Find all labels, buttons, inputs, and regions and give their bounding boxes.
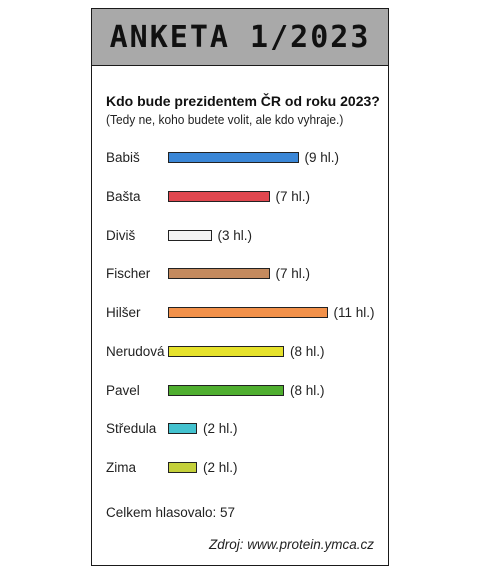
bar [168, 268, 270, 280]
poll-card: Anketa 1/2023 Kdo bude prezidentem ČR od… [91, 8, 389, 566]
total-votes: Celkem hlasovalo: 57 [106, 505, 236, 520]
bar-value-label: (8 hl.) [290, 343, 325, 359]
poll-subquestion: (Tedy ne, koho budete volit, ale kdo vyh… [106, 112, 344, 127]
bar-row: Fischer (7 hl.) [106, 265, 386, 285]
bar-category-label: Nerudová [106, 343, 165, 359]
bar [168, 423, 197, 435]
bar [168, 307, 328, 318]
bar-category-label: Bašta [106, 188, 141, 204]
poll-header: Anketa 1/2023 [92, 9, 388, 66]
bar-value-label: (2 hl.) [203, 460, 238, 475]
bar-row: Diviš (3 hl.) [106, 227, 386, 247]
bar [168, 152, 299, 163]
bar-row: Bašta (7 hl.) [106, 188, 386, 208]
bar [168, 190, 270, 202]
bar-category-label: Pavel [106, 382, 140, 398]
bar-category-label: Diviš [106, 227, 136, 243]
bar-row: Pavel (8 hl.) [106, 382, 386, 402]
bar-row: Nerudová (8 hl.) [106, 343, 386, 363]
bar-row: Hilšer (11 hl.) [106, 304, 386, 324]
bar [168, 384, 284, 396]
bar-value-label: (3 hl.) [217, 227, 253, 243]
bar-value-label: (11 hl.) [333, 305, 375, 320]
bar-category-label: Středula [106, 421, 157, 437]
bar-value-label: (8 hl.) [290, 382, 325, 398]
bar-value-label: (9 hl.) [304, 150, 340, 165]
bar-value-label: (2 hl.) [203, 421, 238, 437]
bar-row: Babiš (9 hl.) [106, 149, 386, 169]
source-credit: Zdroj: www.protein.ymca.cz [208, 537, 374, 552]
bar-row: Zima (2 hl.) [106, 459, 386, 479]
bar [168, 229, 212, 241]
bar-category-label: Fischer [106, 266, 151, 282]
bar [168, 462, 197, 473]
bar-value-label: (7 hl.) [275, 266, 311, 282]
poll-title: Anketa 1/2023 [109, 19, 371, 55]
bar-row: Středula (2 hl.) [106, 420, 386, 440]
poll-question: Kdo bude prezidentem ČR od roku 2023? [106, 93, 380, 109]
bar-category-label: Babiš [106, 150, 140, 165]
bar-value-label: (7 hl.) [275, 188, 311, 204]
bar-category-label: Hilšer [106, 305, 141, 320]
bar-category-label: Zima [106, 460, 136, 475]
bar [168, 345, 284, 357]
